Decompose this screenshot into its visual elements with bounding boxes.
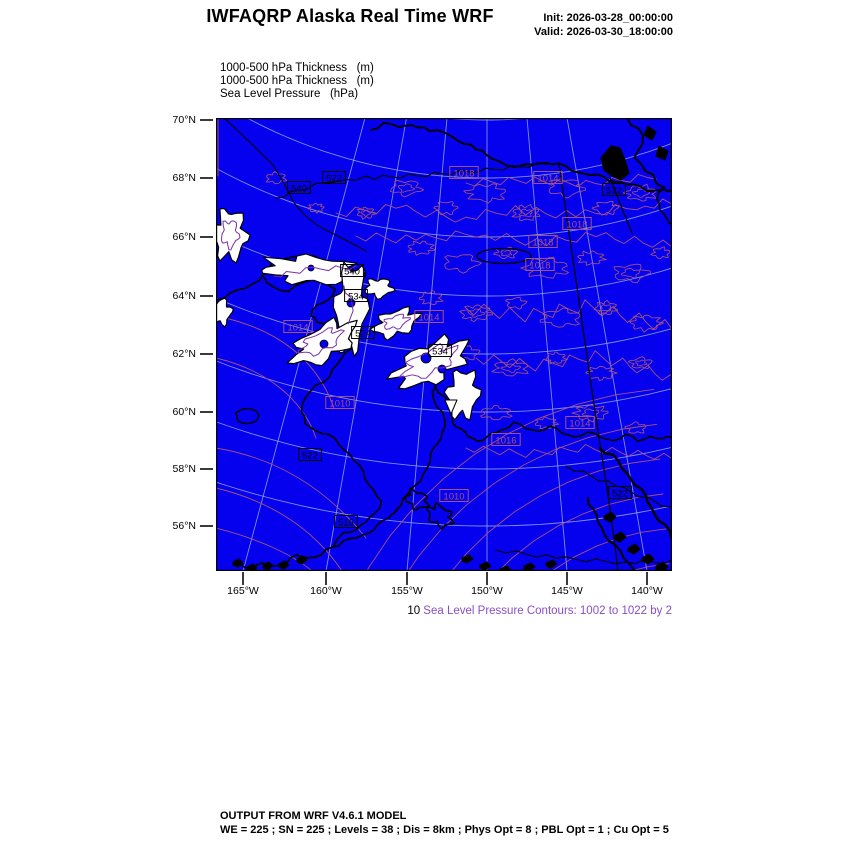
thickness-contour-label: 524	[355, 328, 371, 339]
field-legend: 1000-500 hPa Thickness (m) 1000-500 hPa …	[220, 62, 374, 101]
lon-axis-label: 140°W	[631, 585, 663, 597]
pressure-contour-label: 1014	[537, 173, 558, 184]
lat-tick	[200, 411, 213, 413]
lat-axis-label: 56°N	[172, 520, 196, 532]
pressure-contour-label: 1016	[495, 435, 516, 446]
weather-map: 540 522 532 540 534 524 534 522 516 522 1018 1014 10…	[209, 29, 674, 850]
lon-tick	[325, 572, 327, 585]
lon-axis-label: 155°W	[391, 585, 423, 597]
pressure-contour-label: 1018	[532, 237, 553, 248]
pressure-contour-label: 1018	[453, 168, 474, 179]
lat-tick	[200, 119, 213, 121]
lon-axis-label: 145°W	[551, 585, 583, 597]
lon-tick	[242, 572, 244, 585]
slp-contour-info: Sea Level Pressure Contours: 1002 to 102…	[420, 605, 672, 617]
lat-tick	[200, 177, 213, 179]
pressure-contour-label: 1014	[418, 312, 439, 323]
lon-tick	[566, 572, 568, 585]
valid-time: Valid: 2026-03-30_18:00:00	[534, 26, 673, 38]
thickness-contour-label: 534	[432, 346, 448, 357]
thickness-contour-label: 540	[291, 183, 307, 194]
map-canvas: 540 522 532 540 534 524 534 522 516 522 1018 1014 10…	[209, 29, 674, 850]
caption-prefix: 10	[407, 605, 421, 617]
lon-axis-label: 150°W	[471, 585, 503, 597]
thickness-contour-label: 522	[302, 450, 318, 461]
pressure-contour-label: 1018	[529, 260, 550, 271]
thickness-contour-label: 522	[326, 173, 342, 184]
lon-tick	[646, 572, 648, 585]
pressure-contour-label: 1010	[443, 491, 464, 502]
lon-tick	[486, 572, 488, 585]
lat-axis-label: 64°N	[172, 290, 196, 302]
legend-line-thickness-1: 1000-500 hPa Thickness (m)	[220, 62, 374, 74]
thickness-contour-label: 532	[606, 185, 622, 196]
init-time: Init: 2026-03-28_00:00:00	[543, 12, 673, 24]
lon-tick	[406, 572, 408, 585]
lat-axis-label: 62°N	[172, 348, 196, 360]
thickness-contour-label: 516	[338, 517, 354, 528]
run-time-block: Init: 2026-03-28_00:00:00 Valid: 2026-03…	[534, 11, 673, 39]
lat-axis-label: 60°N	[172, 406, 196, 418]
footer-config: WE = 225 ; SN = 225 ; Levels = 38 ; Dis …	[220, 823, 669, 836]
lat-tick	[200, 468, 213, 470]
legend-line-slp: Sea Level Pressure (hPa)	[220, 88, 359, 100]
thickness-contour-label: 522	[612, 488, 628, 499]
page-title: IWFAQRP Alaska Real Time WRF	[206, 6, 494, 26]
pressure-contour-label: 1014	[287, 322, 308, 333]
thickness-contour-label: 534	[348, 291, 364, 302]
lon-axis-label: 160°W	[310, 585, 342, 597]
footer-model: OUTPUT FROM WRF V4.6.1 MODEL	[220, 810, 407, 822]
pressure-contour-label: 1014	[569, 418, 590, 429]
lat-axis-label: 68°N	[172, 172, 196, 184]
lat-axis-label: 58°N	[172, 463, 196, 475]
pressure-contour-label: 1018	[566, 219, 587, 230]
lat-tick	[200, 353, 213, 355]
lat-tick	[200, 295, 213, 297]
pressure-contour-label: 1010	[329, 398, 350, 409]
lat-axis-label: 70°N	[172, 114, 196, 126]
lon-axis-label: 165°W	[227, 585, 259, 597]
lat-tick	[200, 525, 213, 527]
thickness-contour-label: 540	[344, 266, 360, 277]
model-footer: OUTPUT FROM WRF V4.6.1 MODEL WE = 225 ; …	[220, 810, 669, 837]
legend-line-thickness-2: 1000-500 hPa Thickness (m)	[220, 75, 374, 87]
lat-axis-label: 66°N	[172, 231, 196, 243]
contour-info-caption: 10 Sea Level Pressure Contours: 1002 to …	[407, 605, 672, 617]
lat-tick	[200, 236, 213, 238]
